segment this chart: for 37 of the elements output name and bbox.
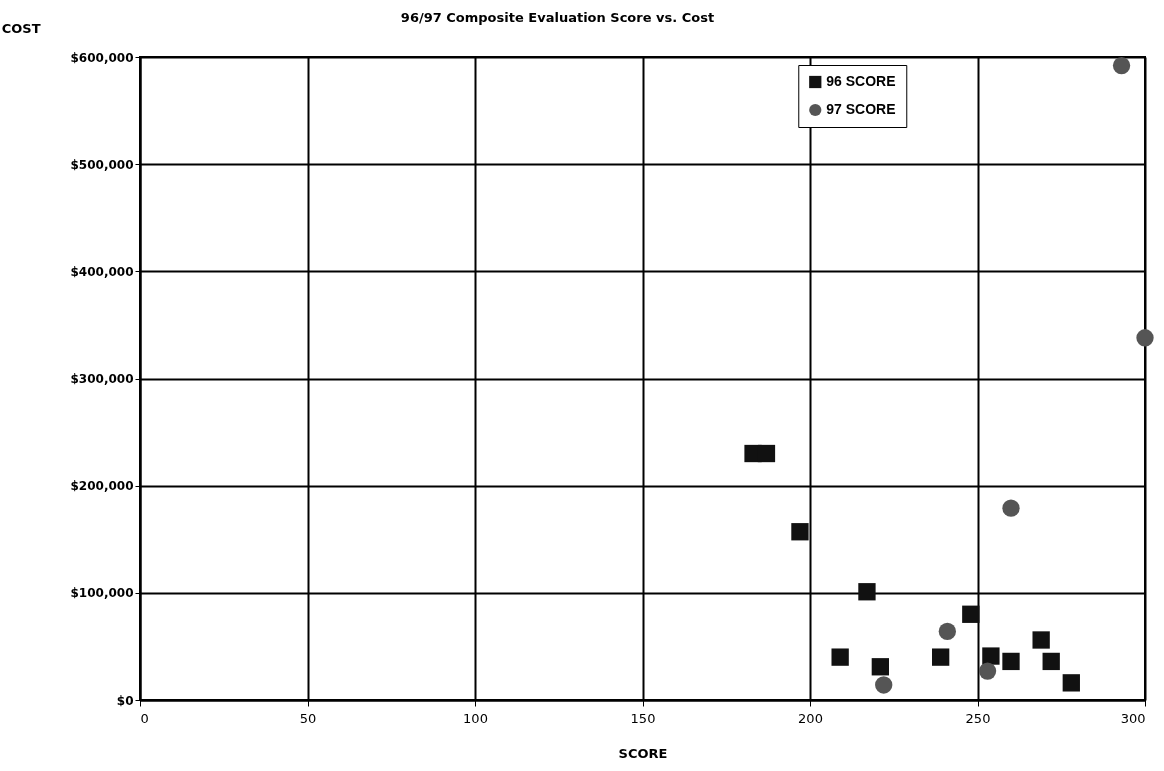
y-tick-label: $0: [116, 693, 134, 708]
x-tick-label: 150: [630, 710, 656, 726]
y-tick-label: $400,000: [70, 264, 134, 279]
point: [962, 605, 980, 623]
y-tick-label: $200,000: [70, 479, 134, 494]
x-tick-label: 200: [798, 710, 823, 726]
x-axis-title: SCORE: [618, 745, 668, 761]
point: [831, 648, 849, 666]
point: [871, 658, 890, 676]
y-tick-label: $600,000: [70, 50, 134, 65]
x-tick-label: 250: [965, 710, 991, 726]
point: [757, 444, 776, 463]
x-tick-label: 50: [299, 710, 317, 726]
point: [1032, 631, 1050, 649]
legend-label: 97 SCORE: [826, 101, 896, 117]
point: [982, 647, 1000, 665]
y-tick-label: $100,000: [70, 586, 134, 601]
point: [1002, 652, 1020, 671]
chart-title: 96/97 Composite Evaluation Score vs. Cost: [400, 10, 715, 25]
point: [858, 583, 876, 601]
point: [931, 648, 950, 666]
y-tick-label: $300,000: [70, 372, 134, 386]
point: [1062, 674, 1080, 692]
x-tick-label: 300: [1120, 710, 1146, 726]
legend-label: 96 SCORE: [826, 73, 896, 89]
point: [938, 622, 957, 641]
x-tick-label: 100: [463, 710, 488, 726]
point: [1042, 652, 1060, 671]
x-tick-label: 0: [140, 710, 149, 726]
point: [1112, 56, 1131, 75]
point: [978, 662, 997, 680]
point: [875, 676, 893, 694]
point: [1002, 499, 1020, 517]
point: [791, 523, 809, 541]
y-axis-title: COST: [1, 20, 41, 36]
y-tick-label: $500,000: [70, 157, 134, 172]
point: [1136, 329, 1154, 347]
